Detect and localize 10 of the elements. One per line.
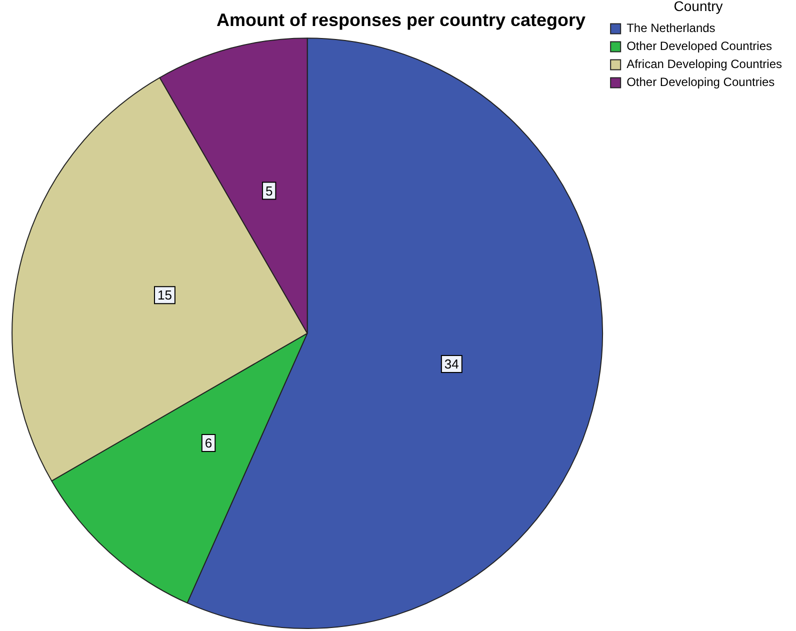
legend-label: Other Developed Countries bbox=[626, 39, 772, 54]
legend-label: African Developing Countries bbox=[626, 57, 782, 72]
data-label: 5 bbox=[265, 183, 273, 198]
legend-title: Country bbox=[674, 0, 723, 14]
legend-label: Other Developing Countries bbox=[626, 75, 775, 90]
legend-label: The Netherlands bbox=[626, 21, 716, 36]
data-label: 34 bbox=[444, 356, 459, 372]
data-label: 15 bbox=[157, 288, 172, 303]
chart-title: Amount of responses per country category bbox=[216, 10, 586, 30]
data-label: 6 bbox=[204, 436, 212, 451]
